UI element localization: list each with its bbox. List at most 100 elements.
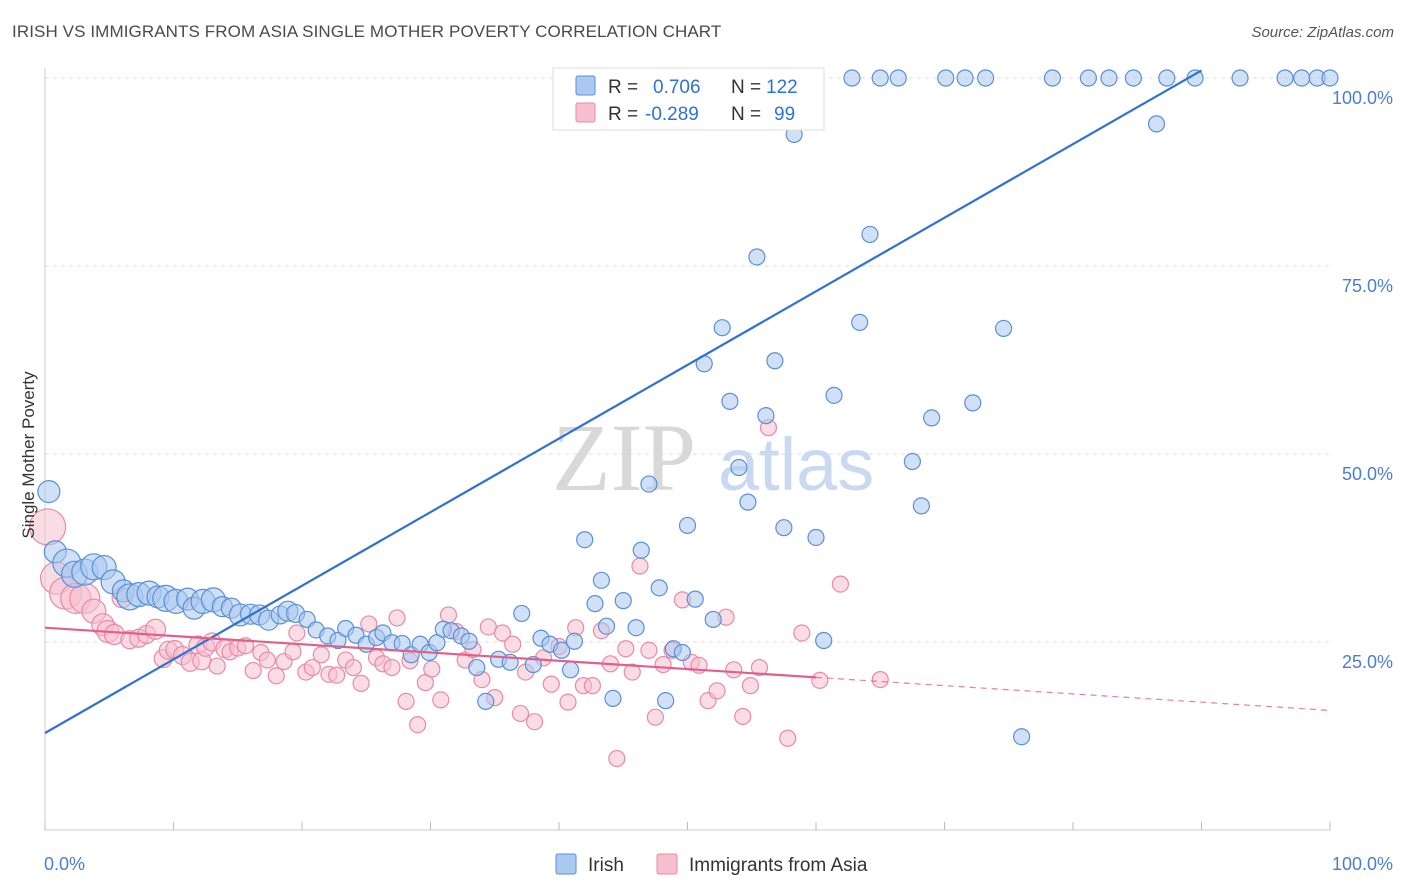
irish-points — [37, 69, 1339, 746]
asia-point — [750, 658, 769, 677]
asia-point — [608, 749, 626, 768]
irish-point — [524, 655, 542, 674]
asia-trend-line — [44, 626, 817, 679]
asia-point — [617, 640, 635, 658]
asia-point — [328, 666, 346, 684]
asia-point — [352, 674, 370, 692]
irish-point — [748, 248, 766, 266]
gridlines — [45, 77, 1330, 643]
irish-point — [995, 319, 1013, 338]
irish-legend-swatch — [575, 75, 596, 96]
asia-point — [525, 713, 544, 731]
irish-n-label: N = — [731, 77, 761, 98]
irish-point — [964, 394, 982, 412]
irish-point — [807, 528, 825, 547]
irish-point — [704, 610, 722, 629]
irish-point — [923, 409, 941, 427]
asia-point — [303, 658, 321, 677]
irish-point — [460, 632, 478, 650]
irish-point — [766, 352, 784, 370]
irish-point — [1321, 69, 1339, 87]
irish-r-value: 0.706 — [653, 77, 701, 98]
y-tick-label: 100.0% — [1332, 88, 1393, 108]
irish-point — [597, 617, 616, 635]
irish-point — [1043, 69, 1062, 87]
irish-point — [1147, 115, 1166, 133]
asia-point — [734, 707, 752, 726]
irish-point — [678, 516, 697, 535]
y-tick-labels: 100.0% 75.0% 50.0% 25.0% — [1332, 88, 1393, 672]
irish-point — [871, 69, 889, 87]
asia-legend-swatch — [575, 102, 596, 123]
irish-point — [604, 689, 622, 708]
asia-point — [741, 677, 760, 695]
irish-point — [477, 692, 495, 711]
irish-point — [686, 590, 704, 608]
asia-point — [244, 661, 262, 680]
irish-series-label[interactable]: Irish — [588, 855, 624, 876]
asia-point — [409, 716, 427, 734]
irish-n-value: 122 — [766, 77, 798, 98]
x-tick-label-min: 0.0% — [44, 854, 85, 874]
asia-n-label: N = — [731, 104, 761, 125]
watermark: ZIP atlas — [552, 404, 874, 511]
irish-point — [513, 604, 531, 623]
asia-point — [208, 657, 226, 675]
asia-series-swatch[interactable] — [656, 853, 678, 875]
asia-point — [623, 663, 641, 681]
asia-point — [831, 575, 850, 593]
irish-point — [627, 619, 645, 637]
irish-r-label: R = — [608, 77, 638, 98]
asia-point — [708, 682, 726, 700]
asia-series-label[interactable]: Immigrants from Asia — [689, 855, 868, 876]
irish-point — [825, 386, 843, 404]
asia-r-label: R = — [608, 104, 638, 125]
irish-point — [468, 658, 486, 677]
irish-point — [586, 595, 604, 613]
asia-r-value: -0.289 — [645, 104, 699, 125]
irish-point — [1276, 69, 1294, 87]
irish-point — [903, 452, 921, 471]
irish-point — [977, 69, 995, 87]
asia-point — [397, 692, 415, 711]
irish-series-swatch[interactable] — [555, 853, 577, 875]
irish-point — [1012, 728, 1031, 746]
irish-point — [861, 225, 879, 244]
irish-point — [1100, 69, 1118, 87]
irish-point — [713, 319, 731, 337]
irish-point — [937, 69, 955, 87]
asia-point — [312, 646, 330, 664]
irish-point — [889, 69, 907, 87]
asia-point — [871, 670, 889, 689]
irish-point — [1158, 69, 1176, 87]
x-tick-label-max: 100.0% — [1332, 854, 1393, 874]
irish-point — [561, 661, 580, 679]
asia-point — [432, 691, 450, 709]
irish-point — [673, 643, 691, 662]
irish-point — [815, 631, 833, 650]
irish-point — [640, 475, 658, 493]
y-axis-title: Single Mother Poverty — [19, 371, 38, 539]
asia-point — [779, 729, 797, 747]
irish-point — [614, 592, 632, 610]
x-ticks — [44, 822, 1331, 830]
irish-point — [650, 579, 668, 597]
stats-legend: R = 0.706 N = 122 R = -0.289 N = 99 — [552, 67, 825, 131]
series-legend[interactable]: Irish Immigrants from Asia — [555, 853, 868, 876]
irish-point — [592, 571, 611, 589]
asia-point — [360, 615, 378, 633]
irish-point — [721, 392, 739, 410]
asia-point — [583, 677, 602, 695]
asia-point — [288, 624, 306, 642]
irish-point — [552, 641, 571, 659]
irish-point — [576, 531, 594, 549]
stats-legend-box — [552, 67, 825, 131]
irish-point — [757, 407, 775, 425]
y-tick-label: 75.0% — [1342, 276, 1393, 296]
asia-point — [383, 658, 401, 677]
asia-point — [511, 704, 530, 723]
asia-point — [267, 667, 285, 685]
irish-point — [632, 541, 650, 559]
irish-point — [739, 493, 757, 511]
